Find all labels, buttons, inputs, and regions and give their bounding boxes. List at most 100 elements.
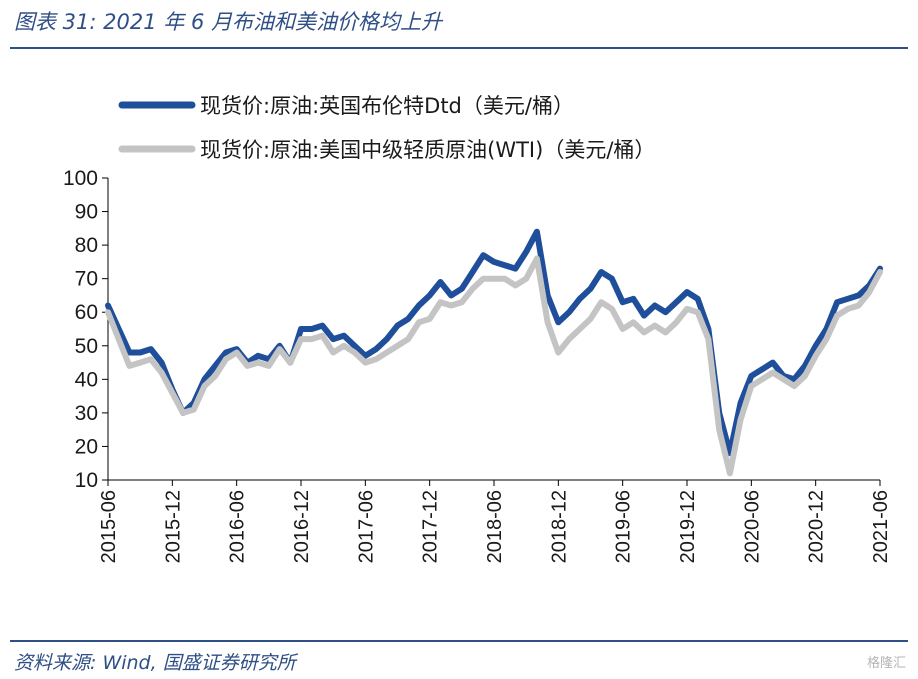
data-point-series-2 [804, 375, 806, 377]
data-point-series-1 [332, 338, 334, 340]
x-tick-label: 2018-12 [548, 490, 570, 563]
data-point-series-2 [118, 338, 120, 340]
data-point-series-1 [697, 298, 699, 300]
y-tick-label: 40 [75, 368, 98, 391]
x-tick-label: 2018-06 [484, 490, 506, 563]
data-point-series-1 [643, 315, 645, 317]
data-point-series-2 [547, 321, 549, 323]
data-point-series-2 [675, 321, 677, 323]
data-point-series-1 [622, 301, 624, 303]
data-point-series-1 [236, 348, 238, 350]
data-point-series-2 [461, 301, 463, 303]
data-point-series-1 [590, 288, 591, 290]
data-point-series-1 [611, 278, 613, 280]
data-point-series-2 [729, 472, 731, 474]
data-point-series-1 [279, 345, 281, 347]
data-point-series-2 [279, 348, 281, 350]
x-tick-label: 2021-06 [870, 490, 892, 563]
data-point-series-1 [482, 254, 484, 256]
data-point-series-2 [632, 321, 634, 323]
data-point-series-2 [257, 362, 259, 364]
data-point-series-1 [472, 271, 474, 273]
data-point-series-2 [354, 352, 356, 353]
data-point-series-2 [375, 358, 377, 360]
data-point-series-1 [847, 298, 849, 300]
data-point-series-2 [107, 311, 109, 313]
y-tick-label: 30 [75, 402, 98, 425]
data-point-series-2 [246, 365, 248, 367]
x-tick-label: 2020-06 [741, 490, 763, 563]
data-point-series-1 [858, 294, 860, 296]
data-point-series-1 [397, 325, 398, 327]
data-point-series-2 [429, 318, 431, 320]
data-point-series-2 [643, 331, 645, 333]
x-tick-label: 2016-12 [291, 490, 313, 563]
data-point-series-1 [204, 378, 205, 380]
data-point-series-1 [343, 335, 345, 337]
data-point-series-2 [815, 355, 817, 357]
data-point-series-2 [590, 318, 591, 320]
data-point-series-1 [825, 328, 827, 330]
data-point-series-2 [289, 362, 291, 364]
data-point-series-2 [600, 301, 602, 303]
watermark-logo: 格隆汇 [866, 656, 906, 671]
data-point-series-1 [557, 321, 559, 323]
data-point-series-1 [461, 288, 463, 290]
data-point-series-1 [214, 365, 216, 367]
data-point-series-2 [407, 338, 409, 340]
data-point-series-2 [321, 335, 323, 337]
data-point-series-2 [386, 352, 388, 353]
data-point-series-2 [139, 362, 141, 364]
data-point-series-1 [568, 311, 570, 313]
y-tick-label: 20 [75, 435, 98, 458]
data-point-series-2 [783, 378, 784, 380]
data-point-series-2 [536, 258, 538, 259]
data-point-series-1 [311, 328, 313, 330]
data-point-series-2 [868, 291, 870, 293]
x-tick-label: 2015-12 [162, 490, 184, 563]
data-point-series-1 [429, 294, 431, 296]
data-point-series-2 [622, 328, 624, 330]
data-point-series-1 [354, 345, 356, 347]
y-tick-label: 10 [75, 469, 98, 492]
data-point-series-2 [665, 331, 667, 333]
data-point-series-2 [825, 338, 827, 340]
data-point-series-1 [632, 298, 634, 300]
data-point-series-2 [611, 308, 613, 310]
data-point-series-2 [686, 308, 688, 310]
data-point-series-2 [740, 419, 742, 421]
data-point-series-1 [150, 348, 152, 350]
data-point-series-2 [332, 352, 334, 353]
data-point-series-2 [579, 328, 581, 330]
data-point-series-1 [300, 328, 302, 330]
series-line-1 [105, 228, 883, 457]
data-point-series-1 [225, 352, 227, 353]
data-point-series-2 [268, 365, 270, 367]
legend-label-1: 现货价:原油:英国布伦特Dtd（美元/桶） [200, 94, 574, 118]
x-tick-label: 2019-06 [613, 490, 635, 563]
data-point-series-2 [311, 338, 313, 340]
y-tick-label: 70 [75, 268, 98, 291]
data-point-series-2 [557, 352, 559, 353]
data-point-series-1 [665, 311, 667, 313]
figure-title: 图表 31: 2021 年 6 月布油和美油价格均上升 [14, 10, 442, 34]
data-point-series-2 [418, 321, 420, 323]
data-point-series-2 [300, 338, 302, 340]
title-rule [10, 47, 908, 49]
data-point-series-1 [418, 305, 420, 306]
data-point-series-2 [397, 345, 398, 347]
data-point-series-1 [750, 375, 752, 377]
data-point-series-1 [525, 251, 527, 253]
data-point-series-2 [568, 338, 570, 340]
chart-legend: 现货价:原油:英国布伦特Dtd（美元/桶） 现货价:原油:美国中级轻质原油(WTI… [118, 94, 655, 162]
data-point-series-2 [761, 378, 763, 380]
data-point-series-2 [450, 305, 452, 306]
data-point-series-1 [879, 268, 881, 270]
data-point-series-2 [171, 392, 173, 394]
data-point-series-2 [697, 311, 699, 313]
x-tick-label: 2019-12 [677, 490, 699, 563]
data-point-series-1 [139, 352, 141, 353]
data-point-series-1 [386, 338, 388, 340]
data-point-series-2 [772, 372, 774, 374]
data-point-series-2 [858, 305, 860, 306]
